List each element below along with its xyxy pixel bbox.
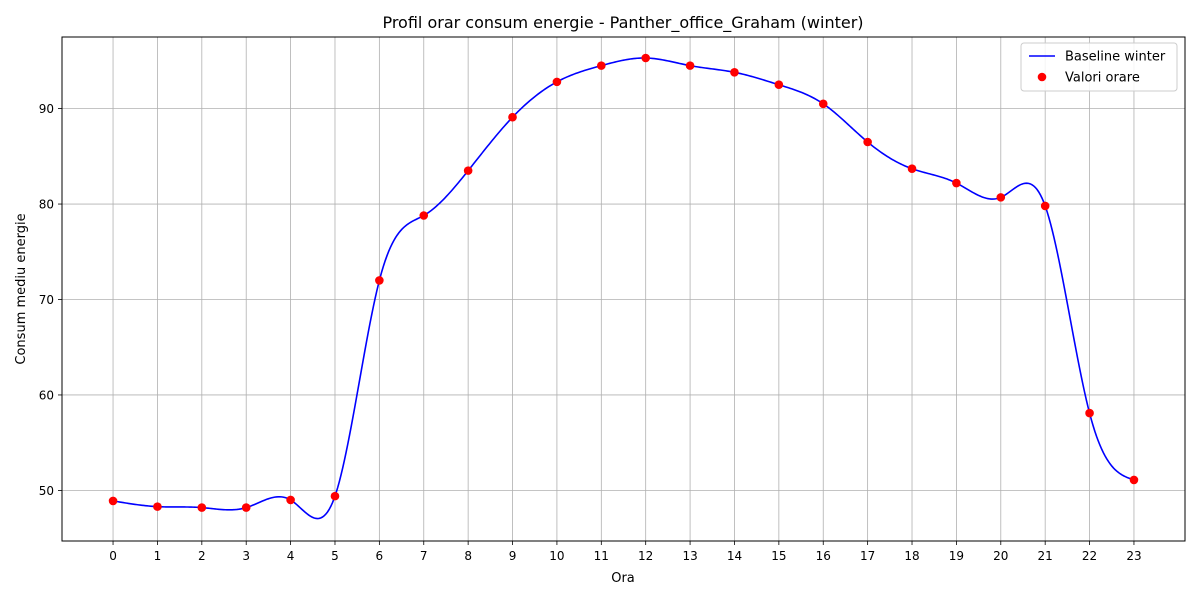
data-point [1040,201,1050,211]
y-tick-label: 60 [39,388,54,402]
x-tick-label: 8 [464,549,472,563]
plot-frame [61,36,1186,542]
tick-layer: 0 1 2 3 4 5 6 7 8 9 10 11 12 13 14 15 16 17 18 19 20 21 22 2350… [39,102,1142,563]
data-point [730,68,739,77]
x-tick-label: 19 [949,549,964,563]
x-tick-label: 16 [816,549,831,563]
x-tick-label: 9 [509,549,517,563]
legend-marker-swatch [1037,72,1047,82]
data-point [153,502,162,511]
x-tick-label: 0 [109,549,117,563]
x-tick-label: 6 [376,549,384,563]
x-tick-label: 14 [727,549,742,563]
y-axis-title: Consum mediu energie [14,213,29,364]
data-point [907,164,917,174]
y-tick-label: 90 [39,102,54,116]
y-tick-label: 70 [39,293,54,307]
data-point [996,193,1006,202]
data-point [375,276,384,285]
data-point [419,211,429,220]
data-point [463,166,473,175]
data-point [685,61,695,70]
data-point [863,137,872,147]
data-point [952,178,961,188]
x-tick-label: 1 [154,549,162,563]
data-point [508,112,517,122]
series-layer [108,53,1139,520]
chart-title: Profil orar consum energie - Panther_off… [382,13,863,33]
data-point [108,496,118,506]
x-tick-label: 7 [420,549,428,563]
data-point [330,491,340,501]
x-axis-title: Ora [611,571,635,586]
x-tick-label: 4 [287,549,295,563]
legend-label: Baseline winter [1065,50,1166,65]
x-tick-label: 17 [860,549,875,563]
x-tick-label: 5 [331,549,339,563]
x-tick-label: 18 [904,549,919,563]
x-tick-label: 15 [771,549,786,563]
data-point [818,99,828,109]
data-point [552,77,562,87]
data-point [1085,408,1094,418]
series-line-baseline-winter [112,57,1135,520]
data-point [597,61,606,70]
x-tick-label: 12 [638,549,653,563]
x-tick-label: 22 [1082,549,1097,563]
x-tick-label: 23 [1126,549,1141,563]
x-tick-label: 21 [1038,549,1053,563]
x-tick-label: 20 [993,549,1008,563]
x-tick-label: 13 [682,549,697,563]
legend: Baseline winter Valori orare [1020,42,1178,92]
legend-label: Valori orare [1065,71,1140,86]
data-point [241,503,251,512]
x-tick-label: 3 [242,549,250,563]
data-point [774,80,784,90]
x-tick-label: 11 [594,549,609,563]
data-point [197,503,207,512]
y-tick-label: 80 [39,198,54,212]
y-tick-label: 50 [39,484,54,498]
legend-box [1020,42,1178,92]
grid-layer [62,37,1185,541]
data-point [1129,475,1139,485]
data-point [641,53,650,63]
data-point [286,495,295,505]
x-tick-label: 2 [198,549,206,563]
x-tick-label: 10 [549,549,564,563]
